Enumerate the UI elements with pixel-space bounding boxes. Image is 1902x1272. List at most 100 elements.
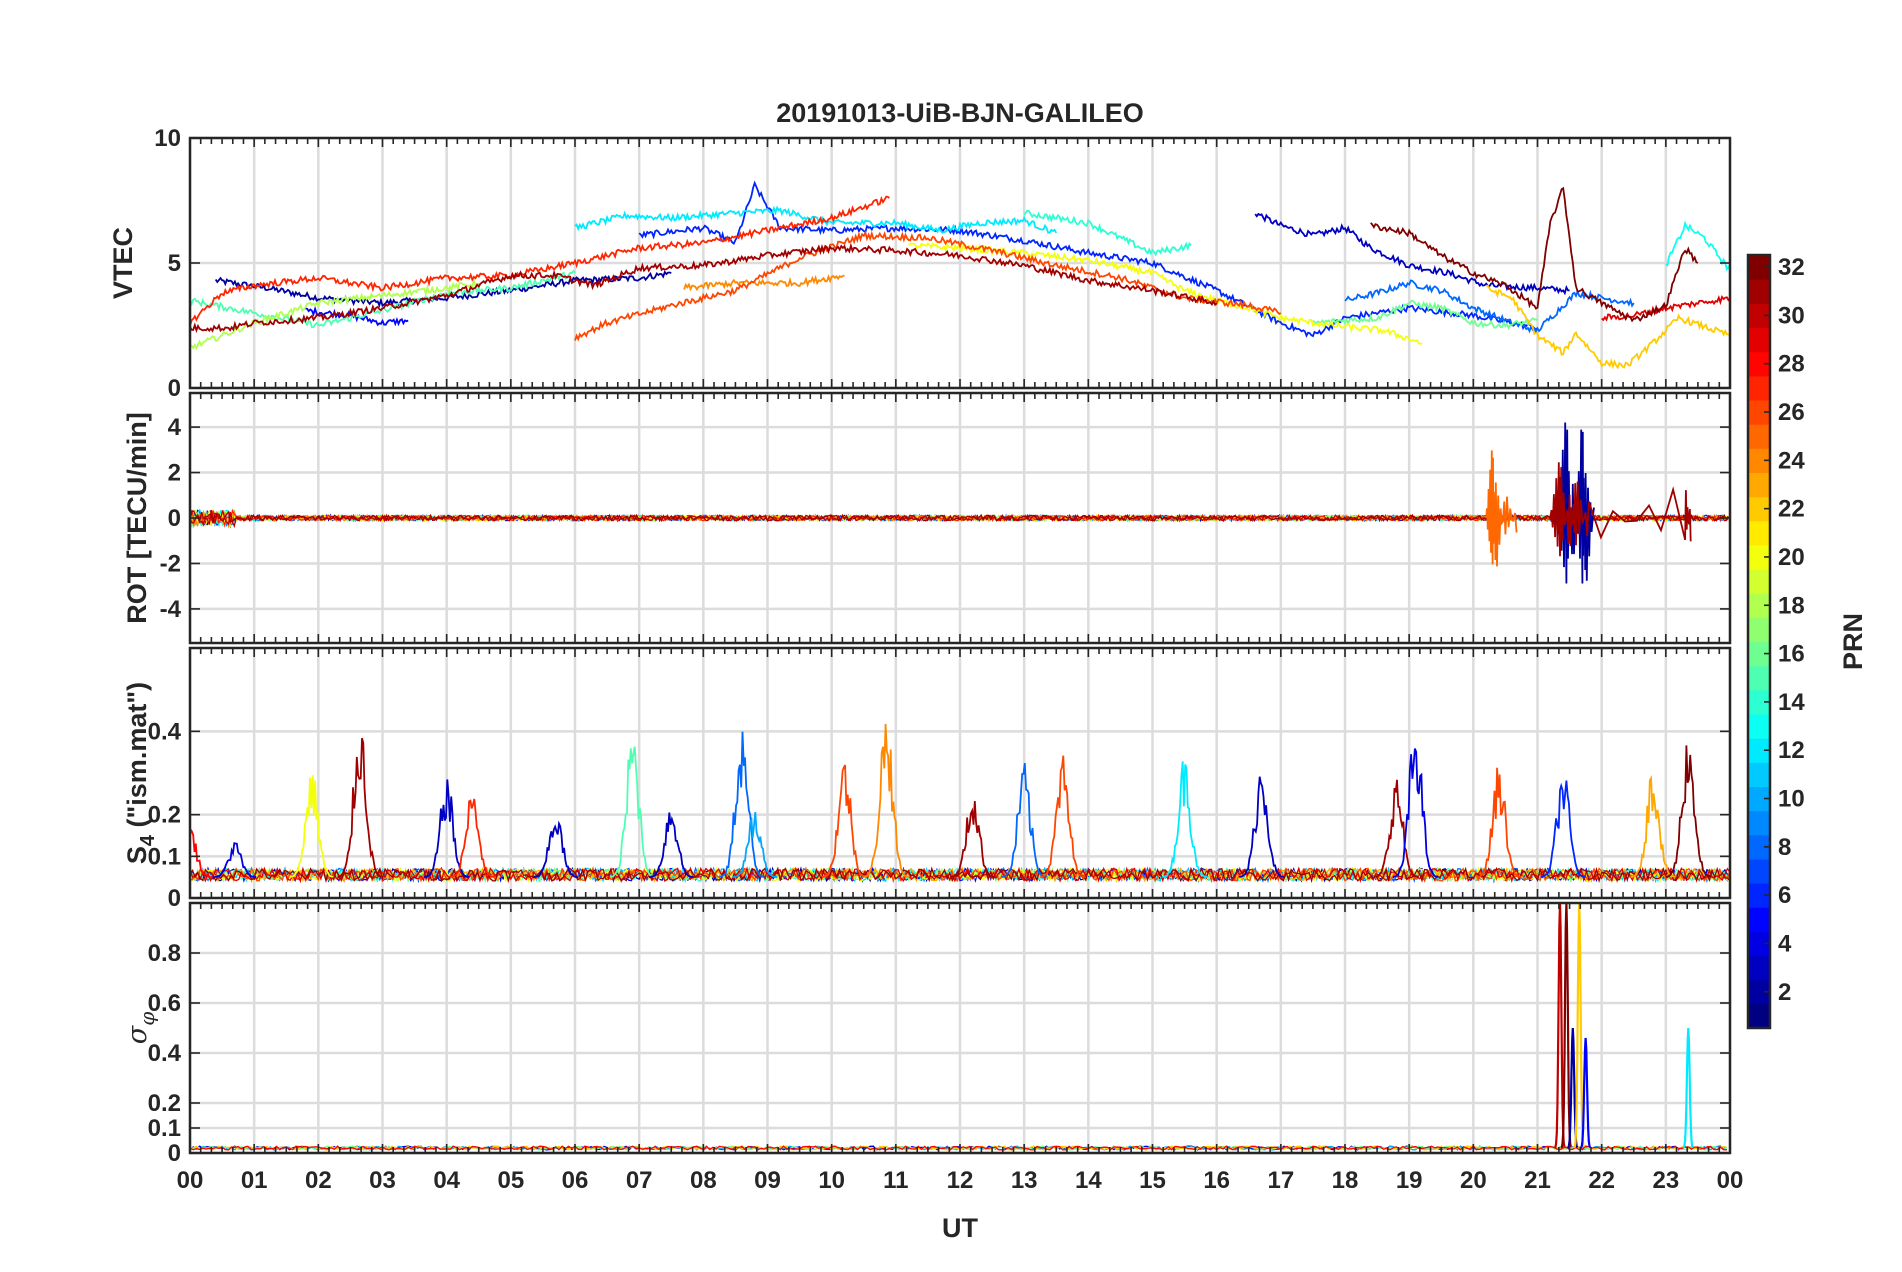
colorbar-swatch [1748, 544, 1770, 570]
s4-peak-prn-20 [289, 775, 334, 878]
colorbar-label: PRN [1838, 613, 1868, 670]
colorbar-tick-label: 28 [1778, 351, 1805, 378]
series-prn-2 [214, 270, 672, 308]
colorbar-tick-label: 22 [1778, 496, 1805, 523]
y-tick-label: 0.4 [148, 1040, 182, 1067]
colorbar-swatch [1748, 689, 1770, 715]
colorbar-swatch [1748, 641, 1770, 667]
data-layer [190, 180, 1730, 370]
colorbar-swatch [1748, 472, 1770, 498]
colorbar-swatch [1748, 520, 1770, 546]
series-prn-31 [190, 242, 1218, 334]
colorbar-swatch [1748, 375, 1770, 401]
s4-peak-prn-3 [1239, 776, 1285, 878]
x-tick-label: 15 [1139, 1167, 1166, 1194]
colorbar-tick-label: 26 [1778, 399, 1805, 426]
x-tick-label: 17 [1267, 1167, 1294, 1194]
series-prn-12 [574, 205, 1058, 234]
colorbar-swatch [1748, 448, 1770, 474]
x-tick-label: 23 [1652, 1167, 1679, 1194]
x-axis-label: UT [942, 1213, 978, 1243]
y-axis-label: ROT [TECU/min] [122, 412, 152, 623]
series-prn-18 [190, 277, 480, 351]
x-tick-label: 04 [433, 1167, 460, 1194]
sigma-spike-prn-5 [1579, 1037, 1592, 1149]
s4-peak-prn-31 [950, 801, 996, 878]
colorbar-swatch [1748, 834, 1770, 860]
colorbar-tick-label: 20 [1778, 544, 1805, 571]
s4-peak-prn-3 [648, 812, 694, 878]
y-tick-label: 0.1 [148, 843, 181, 870]
rot-burst-prn-25 [1485, 450, 1518, 567]
panel-sigma-phi: 00.10.2 0.4 0.6 0.8 σφ 00 01 02 03 04 05 06 07 08 09 10… [122, 901, 1743, 1194]
colorbar-swatch [1748, 979, 1770, 1005]
s4-peak-prn-8 [1001, 762, 1047, 878]
x-tick-label: 21 [1524, 1167, 1551, 1194]
colorbar-swatch [1748, 255, 1770, 280]
s4-peak-prn-26 [821, 764, 868, 878]
x-tick-label: 08 [690, 1167, 717, 1194]
colorbar-swatch [1748, 786, 1770, 812]
colorbar-swatch [1748, 279, 1770, 304]
colorbar-tick-label: 2 [1778, 979, 1791, 1006]
colorbar-swatch [1748, 617, 1770, 643]
colorbar-tick-label: 6 [1778, 882, 1791, 909]
x-tick-label: 06 [562, 1167, 589, 1194]
s4-peak-prn-8 [719, 731, 765, 878]
y-axis-label: σφ [122, 1012, 159, 1044]
colorbar-swatch [1748, 931, 1770, 957]
y-tick-label: 0 [168, 505, 181, 532]
s4-peak-prn-3 [424, 779, 470, 878]
colorbar-tick-label: 32 [1778, 254, 1805, 281]
rot-burst-prn-31 [1549, 462, 1692, 557]
y-axis-label: VTEC [108, 227, 138, 299]
panel-s4: 0 0.1 0.2 0.4S4 ("ism.mat") [122, 646, 1732, 912]
s4-peak-prn-27 [449, 798, 495, 878]
y-tick-label: 5 [168, 250, 181, 277]
s4-peak-prn-3 [533, 820, 579, 878]
series-prn-27 [190, 195, 890, 327]
y-axis-label: S4 ("ism.mat") [122, 682, 159, 864]
s4-peak-prn-10 [732, 812, 778, 878]
s4-peak-prn-32 [1665, 745, 1711, 878]
x-tick-label: 22 [1588, 1167, 1615, 1194]
y-tick-label: 4 [168, 414, 182, 441]
s4-peak-prn-26 [1476, 767, 1522, 878]
data-layer [190, 723, 1730, 884]
x-tick-label: 13 [1011, 1167, 1038, 1194]
series-prn-29 [1601, 294, 1730, 322]
s4-trace-prn-23 [190, 866, 1730, 884]
colorbar-tick-label: 18 [1778, 592, 1805, 619]
series-prn-13 [1665, 220, 1730, 272]
x-tick-label: 19 [1396, 1167, 1423, 1194]
colorbar-swatch [1748, 424, 1770, 449]
s4-peak-prn-24 [863, 723, 909, 878]
x-tick-label: 18 [1332, 1167, 1359, 1194]
colorbar-swatch [1748, 665, 1770, 691]
s4-peak-prn-26 [1039, 755, 1086, 878]
colorbar-swatch [1748, 593, 1770, 618]
y-tick-label: 0 [168, 1140, 181, 1167]
colorbar-swatch [1748, 955, 1770, 981]
series-prn-24 [683, 274, 845, 292]
colorbar-swatch [1748, 569, 1770, 594]
x-tick-label: 10 [818, 1167, 845, 1194]
y-tick-label: 0.6 [148, 990, 181, 1017]
colorbar-swatch [1748, 858, 1770, 884]
y-tick-label: 0.8 [148, 940, 181, 967]
series-prn-3 [1254, 212, 1570, 296]
s4-trace-prn-29 [190, 866, 1730, 884]
x-tick-label: 09 [754, 1167, 781, 1194]
x-tick-label: 00 [177, 1167, 204, 1194]
series-prn-22 [1486, 284, 1730, 370]
colorbar-swatch [1748, 351, 1770, 377]
x-tick-label: 20 [1460, 1167, 1487, 1194]
sigma-spike-prn-12 [1682, 1027, 1694, 1149]
y-tick-label: 0 [168, 885, 181, 912]
colorbar-swatch [1748, 810, 1770, 836]
x-tick-label: 07 [626, 1167, 653, 1194]
colorbar-swatch [1748, 327, 1770, 353]
y-tick-label: 0.2 [148, 802, 181, 829]
